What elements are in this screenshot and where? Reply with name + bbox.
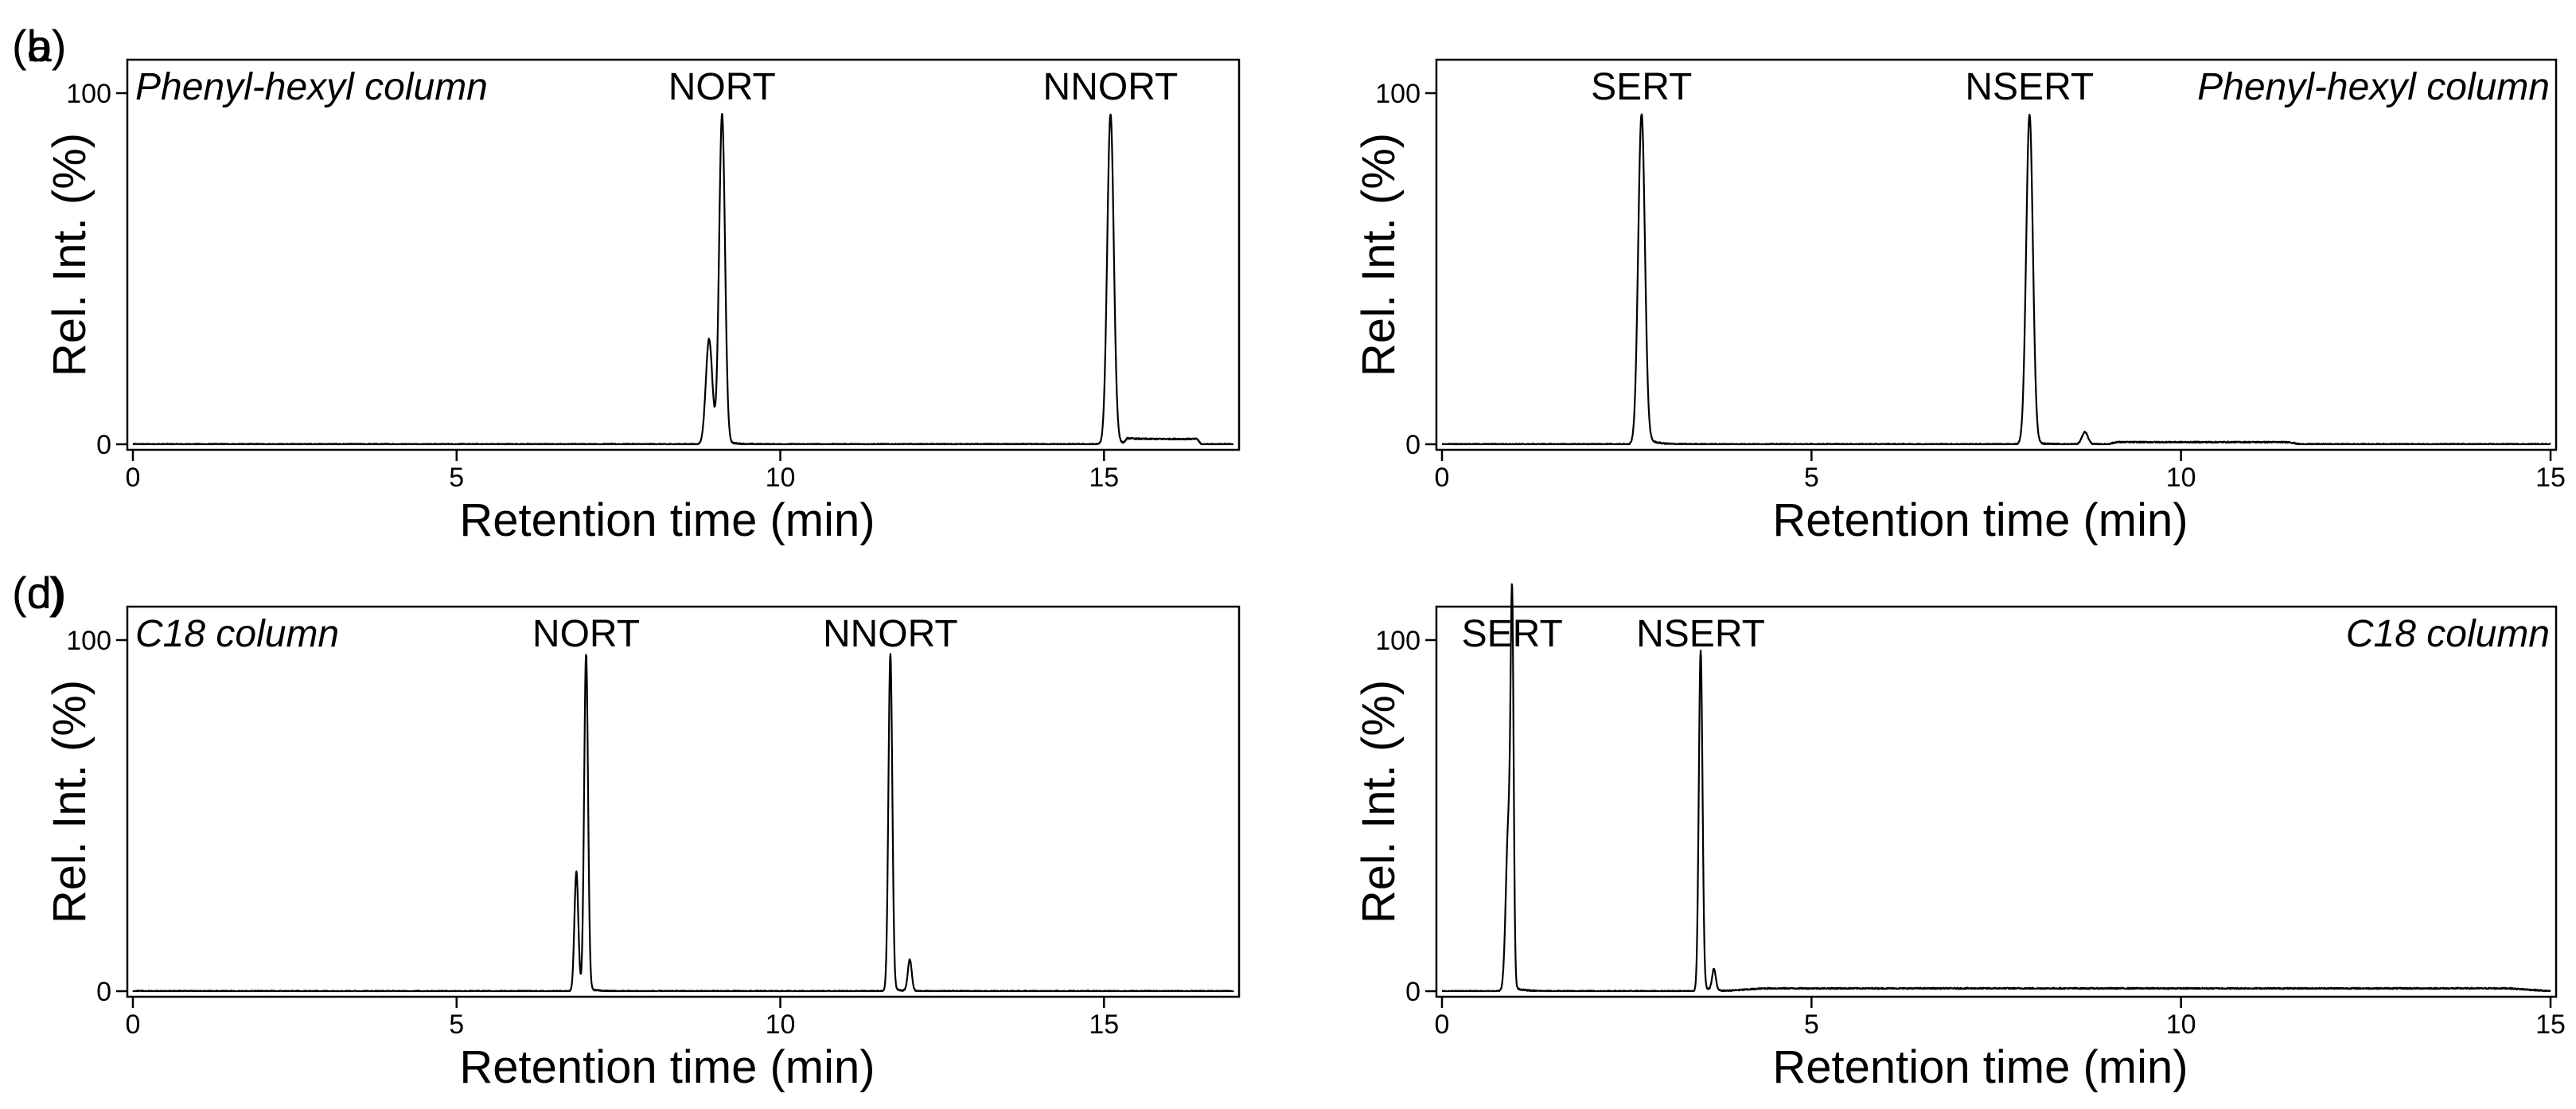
x-tick-label: 0 [126,1009,141,1040]
chart-panel-2: (c) C18 column 0 100 0 5 10 15 Retention time (m… [12,568,1241,1093]
chromatogram-trace [1441,583,2551,993]
chart-panel-0: (a) Phenyl-hexyl column 0 100 0 5 10 15 Retentio… [12,21,1241,546]
x-axis-title: Retention time (min) [1772,494,2188,546]
y-tick-label: 0 [1405,977,1421,1007]
x-tick-label: 15 [1089,1009,1119,1040]
y-tick-label: 100 [66,79,111,109]
panel-label: (c) [12,568,64,618]
plot-frame [1435,58,2558,451]
column-label: Phenyl-hexyl column [135,66,488,108]
x-tick-label: 10 [2166,1009,2196,1040]
column-label: C18 column [2346,613,2550,655]
panel-label: (a) [12,21,66,71]
plot-frame [126,605,1241,998]
x-tick-label: 0 [126,463,141,493]
y-tick-label: 0 [96,977,111,1007]
x-tick-label: 5 [1804,1009,1819,1040]
chromatogram-trace [132,653,1234,993]
panel-label: (d) [12,568,66,618]
chromatogram-trace [1441,113,2551,446]
column-label: Phenyl-hexyl column [2197,66,2550,108]
y-tick-label: 0 [96,430,111,460]
y-axis-title: Rel. Int. (%) [44,680,95,924]
x-tick-label: 5 [1804,463,1819,493]
column-label: C18 column [135,613,339,655]
x-tick-label: 5 [449,1009,464,1040]
peak-label: SERT [1591,66,1692,108]
x-tick-label: 10 [2166,463,2196,493]
x-tick-label: 10 [766,1009,796,1040]
peak-label: NSERT [1965,66,2094,108]
peak-label: NORT [532,613,640,655]
x-tick-label: 5 [449,463,464,493]
x-tick-label: 15 [1089,463,1119,493]
peak-label: NNORT [823,613,958,655]
x-axis-title: Retention time (min) [459,1041,875,1093]
peak-label: NSERT [1636,613,1765,655]
x-axis-title: Retention time (min) [459,494,875,546]
y-tick-label: 0 [1405,430,1421,460]
y-tick-label: 100 [1375,626,1421,656]
y-axis-title: Rel. Int. (%) [1353,680,1405,924]
plot-frame [1435,605,2558,998]
y-axis-title: Rel. Int. (%) [1353,133,1405,377]
x-tick-label: 0 [1435,1009,1450,1040]
panel-label: (b) [12,21,66,71]
plot-frame [126,58,1241,451]
peak-label: NORT [668,66,776,108]
x-tick-label: 10 [766,463,796,493]
y-axis-title: Rel. Int. (%) [44,133,95,377]
x-axis-title: Retention time (min) [1772,1041,2188,1093]
chromatogram-trace [132,112,1234,446]
x-tick-label: 0 [1435,463,1450,493]
peak-label: NNORT [1043,66,1179,108]
x-tick-label: 15 [2535,463,2566,493]
y-tick-label: 100 [1375,79,1421,109]
y-tick-label: 100 [66,626,111,656]
x-tick-label: 15 [2535,1009,2566,1040]
